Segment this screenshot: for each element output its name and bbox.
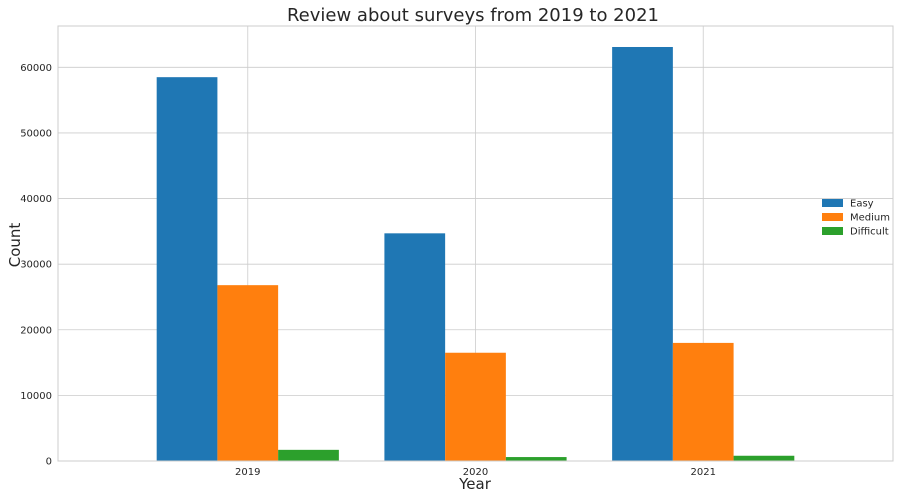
y-tick-label: 10000 [20, 391, 52, 402]
plot-frame [57, 25, 894, 462]
legend-swatch-difficult [822, 227, 843, 235]
bar-easy-2020 [384, 233, 446, 461]
x-tick-labels: 2019 2020 2021 [235, 467, 716, 478]
y-tick-label: 60000 [20, 63, 52, 74]
bar-medium-2019 [217, 285, 279, 461]
plot-border [57, 25, 894, 462]
bars [156, 46, 795, 462]
legend-label-medium: Medium [850, 213, 890, 224]
y-tick-labels: 0 10000 20000 30000 40000 50000 60000 [20, 63, 52, 468]
bar-medium-2020 [445, 352, 506, 461]
bar-difficult-2020 [505, 457, 567, 461]
y-tick-label: 50000 [20, 128, 52, 139]
x-tick-label: 2021 [691, 467, 716, 478]
legend-label-easy: Easy [850, 199, 874, 210]
y-tick-label: 0 [46, 457, 52, 468]
bar-difficult-2021 [733, 455, 795, 461]
chart-title: Review about surveys from 2019 to 2021 [287, 5, 659, 26]
y-tick-label: 30000 [20, 260, 52, 271]
y-tick-label: 20000 [20, 325, 52, 336]
y-axis-label: Count [6, 223, 24, 268]
bar-difficult-2019 [278, 449, 339, 461]
bar-easy-2019 [156, 77, 218, 462]
legend-swatch-easy [822, 199, 843, 207]
legend-label-difficult: Difficult [850, 227, 889, 238]
x-tick-label: 2020 [463, 467, 488, 478]
legend-swatch-medium [822, 213, 843, 221]
bar-medium-2021 [672, 342, 734, 461]
bar-easy-2021 [612, 46, 673, 461]
x-tick-label: 2019 [235, 467, 260, 478]
x-axis-label: Year [458, 475, 492, 493]
legend: Easy Medium Difficult [822, 199, 890, 238]
y-tick-label: 40000 [20, 194, 52, 205]
